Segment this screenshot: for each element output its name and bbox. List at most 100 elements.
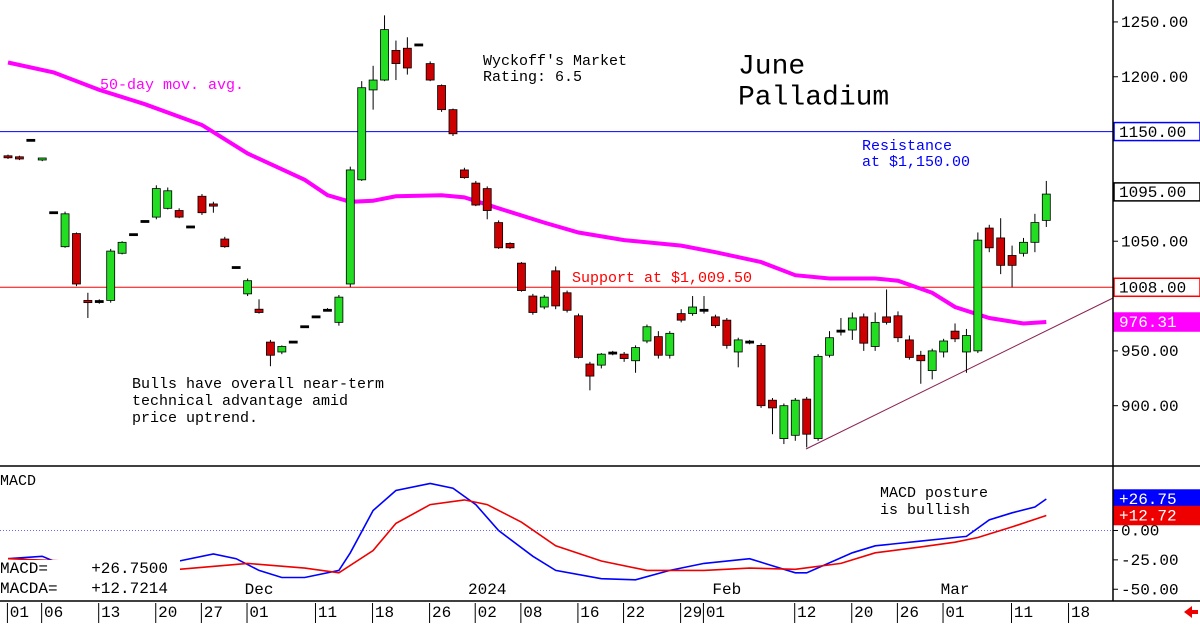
candle-body	[186, 225, 195, 229]
candle-body	[962, 335, 971, 353]
candle-body	[733, 339, 743, 353]
candle-body	[459, 169, 469, 179]
x-tick-label: 22	[626, 604, 645, 622]
x-tick-label: 20	[158, 604, 177, 622]
candle-body	[939, 340, 949, 353]
candle-body	[117, 241, 127, 254]
series-line	[7, 60, 1047, 326]
candle-body	[288, 340, 298, 344]
rating: Rating: 6.5	[483, 69, 582, 86]
candle-body	[129, 233, 138, 237]
month-label: 2024	[468, 581, 506, 599]
month-label: Mar	[941, 581, 970, 599]
candle-body	[802, 398, 812, 435]
candle-body	[254, 308, 264, 313]
candle-body	[208, 203, 218, 207]
candle-body	[585, 363, 595, 377]
value-box-label: 1095.00	[1119, 184, 1186, 202]
x-tick-label: 01	[249, 604, 268, 622]
candle-body	[300, 325, 310, 329]
resistance-note: at $1,150.00	[862, 154, 970, 171]
trend-line	[805, 297, 1114, 450]
candle-body	[3, 155, 13, 159]
candle-body	[357, 87, 367, 181]
candle-body	[927, 350, 937, 372]
candle-body	[779, 405, 789, 439]
x-tick-label: 26	[432, 604, 451, 622]
y-tick-label: 1050.00	[1121, 233, 1188, 251]
value-box-label: 1150.00	[1119, 124, 1186, 142]
candle-body	[688, 306, 697, 314]
comment: Bulls have overall near-term	[132, 376, 384, 393]
candle-body	[94, 300, 104, 303]
candle-body	[266, 341, 275, 356]
candle-body	[471, 182, 481, 206]
readout-name: MACD=	[0, 560, 48, 578]
x-tick-label: 27	[204, 604, 223, 622]
candle-body	[414, 43, 424, 47]
x-tick-label: 01	[10, 604, 29, 622]
candle-body	[608, 351, 618, 355]
scroll-arrow[interactable]	[1184, 606, 1198, 618]
candle-body	[756, 344, 766, 407]
candle-body	[631, 347, 640, 362]
support-note: Support at $1,009.50	[572, 270, 752, 287]
candle-body	[551, 270, 561, 307]
candle-body	[722, 319, 732, 346]
candle-body	[619, 353, 629, 359]
candle-body	[893, 315, 903, 339]
candle-body	[745, 340, 755, 344]
candle-body	[642, 326, 652, 342]
resistance-note: Resistance	[862, 138, 952, 155]
candle-body	[425, 63, 435, 81]
x-tick-label: 26	[900, 604, 919, 622]
candle-body	[882, 316, 891, 323]
value-box	[1113, 182, 1200, 202]
candle-body	[1007, 255, 1017, 266]
value-box-label: 1008.00	[1119, 279, 1186, 297]
x-tick-label: 01	[706, 604, 725, 622]
rating: Wyckoff's Market	[483, 53, 627, 70]
candle-body	[859, 316, 869, 344]
y-tick-label: 0.00	[1121, 523, 1159, 541]
x-tick-label: 12	[797, 604, 816, 622]
candle-body	[950, 330, 960, 340]
x-tick-label: 20	[854, 604, 873, 622]
candle-body	[574, 315, 583, 358]
x-tick-label: 13	[101, 604, 120, 622]
candle-body	[345, 169, 355, 285]
chart-title: June	[738, 51, 805, 82]
candle-body	[437, 85, 446, 111]
candle-body	[83, 300, 93, 304]
candle-body	[1030, 222, 1040, 243]
candle-body	[37, 157, 47, 161]
candle-body	[711, 316, 720, 327]
candle-body	[391, 50, 401, 64]
x-tick-label: 11	[318, 604, 337, 622]
ma-label: 50-day mov. avg.	[100, 77, 244, 94]
candle-body	[768, 399, 777, 409]
month-label: Dec	[245, 581, 274, 599]
value-box	[1113, 121, 1200, 142]
y-tick-label: -25.00	[1121, 552, 1179, 570]
candle-body	[60, 213, 70, 248]
candle-body	[996, 237, 1006, 266]
value-box	[1113, 277, 1200, 298]
candle-body	[916, 354, 926, 362]
candle-body	[870, 321, 880, 347]
candle-body	[973, 239, 983, 352]
candle-body	[26, 138, 36, 142]
y-tick-label: -50.00	[1121, 581, 1179, 599]
candle-body	[836, 329, 846, 333]
candle-body	[140, 220, 150, 223]
candle-body	[380, 29, 389, 81]
candle-body	[15, 156, 24, 160]
candle-body	[1019, 241, 1028, 254]
series-line	[7, 499, 1047, 574]
candle-body	[106, 250, 116, 301]
comment: price uptrend.	[132, 410, 258, 427]
candle-body	[562, 292, 572, 311]
candle-body	[368, 79, 378, 91]
candle-body	[699, 308, 709, 312]
